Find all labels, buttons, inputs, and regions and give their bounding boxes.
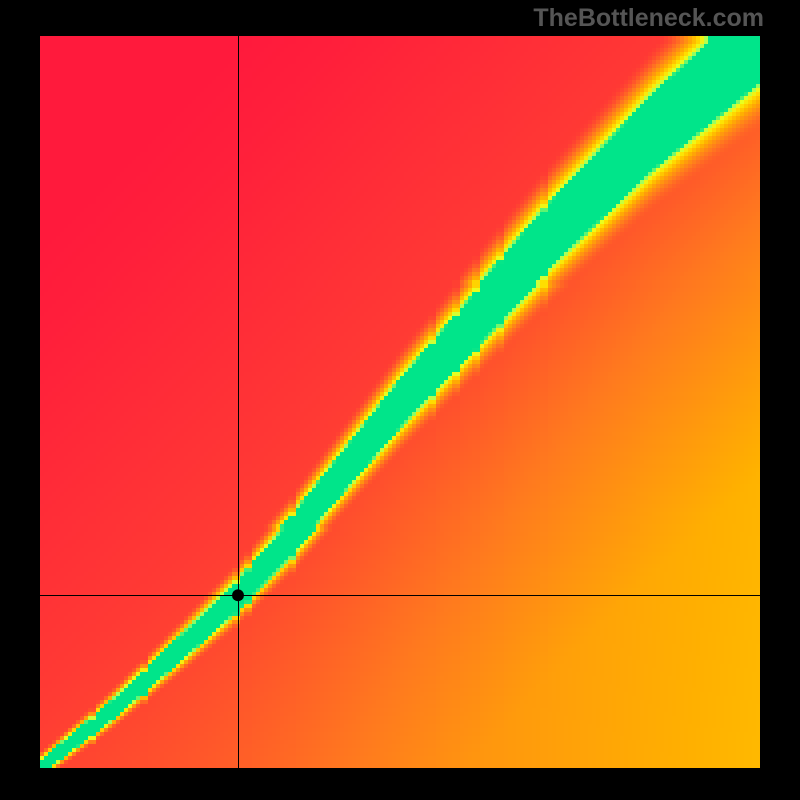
bottleneck-heatmap — [40, 36, 760, 768]
chart-container: TheBottleneck.com — [0, 0, 800, 800]
watermark-text: TheBottleneck.com — [533, 4, 764, 33]
